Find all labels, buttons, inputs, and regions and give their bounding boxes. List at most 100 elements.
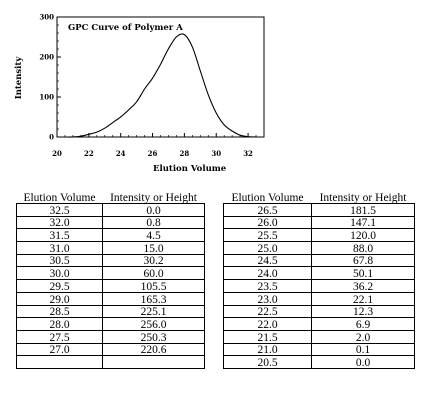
cell-elution-volume: 32.5 <box>16 203 103 217</box>
cell-elution-volume: 22.5 <box>223 305 312 319</box>
column-gap <box>205 254 224 267</box>
table-row: 32.5 0.0 26.5 181.5 <box>16 203 415 217</box>
x-tick-label: 30 <box>211 149 221 158</box>
header-intensity-1: Intensity or Height <box>102 190 205 204</box>
cell-elution-volume: 32.0 <box>16 216 103 230</box>
cell-intensity: 225.1 <box>102 305 205 319</box>
table-row: 20.5 0.0 <box>16 355 415 369</box>
column-gap <box>205 204 224 217</box>
cell-intensity: 120.0 <box>311 228 415 243</box>
cell-intensity: 105.5 <box>102 279 205 293</box>
table-row: 30.5 30.2 24.5 67.8 <box>16 254 415 268</box>
y-tick-label: 100 <box>39 93 54 102</box>
cell-elution-volume: 29.5 <box>16 279 103 293</box>
header-intensity-2: Intensity or Height <box>311 190 415 204</box>
chart-title: GPC Curve of Polymer A <box>68 23 183 33</box>
cell-elution-volume: 26.0 <box>223 216 312 230</box>
cell-intensity: 220.6 <box>102 343 205 357</box>
cell-intensity: 0.1 <box>311 343 415 357</box>
table-header-row: Elution Volume Intensity or Height Eluti… <box>16 190 415 204</box>
x-tick-label: 32 <box>243 149 253 158</box>
table-row: 32.0 0.8 26.0 147.1 <box>16 216 415 230</box>
cell-elution-volume: 29.0 <box>16 292 103 306</box>
header-elution-volume-1: Elution Volume <box>16 190 103 204</box>
cell-elution-volume: 31.0 <box>16 241 103 255</box>
plot-frame <box>56 16 265 138</box>
column-gap <box>205 318 224 331</box>
column-gap <box>205 267 224 280</box>
cell-intensity: 0.0 <box>311 355 415 369</box>
cell-elution-volume: 28.0 <box>16 317 103 331</box>
cell-elution-volume: 23.0 <box>223 292 312 306</box>
column-gap <box>205 330 224 343</box>
x-axis-ticks: 20 22 24 26 28 30 32 <box>52 133 257 158</box>
cell-intensity: 4.5 <box>102 228 205 243</box>
column-gap <box>205 292 224 305</box>
cell-intensity: 88.0 <box>311 241 415 255</box>
table-row: 29.5 105.5 23.5 36.2 <box>16 279 415 293</box>
cell-intensity: 6.9 <box>311 317 415 331</box>
cell-intensity: 250.3 <box>102 330 205 344</box>
x-tick-label: 26 <box>148 149 158 158</box>
column-gap <box>205 305 224 318</box>
cell-elution-volume: 26.5 <box>223 203 312 217</box>
gpc-curve-line <box>64 33 257 138</box>
cell-intensity: 60.0 <box>102 266 205 281</box>
cell-elution-volume: 25.5 <box>223 228 312 243</box>
y-tick-label: 300 <box>39 13 54 22</box>
cell-intensity: 67.8 <box>311 254 415 268</box>
table-row: 28.5 225.1 22.5 12.3 <box>16 305 415 319</box>
y-tick-label: 0 <box>49 133 54 142</box>
table-row: 27.5 250.3 21.5 2.0 <box>16 330 415 344</box>
data-table: Elution Volume Intensity or Height Eluti… <box>16 190 415 369</box>
cell-intensity: 30.2 <box>102 254 205 268</box>
header-elution-volume-2: Elution Volume <box>223 190 312 204</box>
table-row: 31.0 15.0 25.0 88.0 <box>16 241 415 255</box>
x-axis-title: Elution Volume <box>153 164 227 174</box>
cell-intensity <box>102 355 205 369</box>
cell-elution-volume: 30.0 <box>16 266 103 281</box>
column-gap <box>205 356 224 369</box>
x-tick-label: 22 <box>84 149 94 158</box>
cell-elution-volume: 22.0 <box>223 317 312 331</box>
y-axis-ticks: 0 100 200 300 <box>39 13 61 142</box>
gpc-chart: 0 100 200 300 20 22 24 26 28 30 32 GPC Curve of P… <box>14 13 265 174</box>
cell-intensity: 165.3 <box>102 292 205 306</box>
column-gap <box>205 242 224 255</box>
cell-elution-volume: 24.5 <box>223 254 312 268</box>
cell-intensity: 0.8 <box>102 216 205 230</box>
table-row: 31.5 4.5 25.5 120.0 <box>16 228 415 243</box>
cell-elution-volume: 21.0 <box>223 343 312 357</box>
cell-elution-volume: 25.0 <box>223 241 312 255</box>
cell-elution-volume: 23.5 <box>223 279 312 293</box>
cell-intensity: 15.0 <box>102 241 205 255</box>
cell-elution-volume: 27.0 <box>16 343 103 357</box>
cell-intensity: 36.2 <box>311 279 415 293</box>
cell-intensity: 0.0 <box>102 203 205 217</box>
x-tick-label: 24 <box>116 149 126 158</box>
cell-intensity: 2.0 <box>311 330 415 344</box>
column-gap <box>205 280 224 293</box>
cell-intensity: 12.3 <box>311 305 415 319</box>
cell-intensity: 147.1 <box>311 216 415 230</box>
cell-intensity: 22.1 <box>311 292 415 306</box>
cell-elution-volume: 20.5 <box>223 355 312 369</box>
cell-elution-volume: 21.5 <box>223 330 312 344</box>
cell-elution-volume: 31.5 <box>16 228 103 243</box>
cell-elution-volume <box>16 355 103 369</box>
cell-elution-volume: 27.5 <box>16 330 103 344</box>
column-gap <box>205 216 224 229</box>
y-axis-title: Intensity <box>14 56 24 100</box>
column-gap <box>205 190 224 204</box>
table-row: 28.0 256.0 22.0 6.9 <box>16 317 415 331</box>
table-row: 29.0 165.3 23.0 22.1 <box>16 292 415 306</box>
column-gap <box>205 229 224 242</box>
cell-intensity: 256.0 <box>102 317 205 331</box>
cell-intensity: 181.5 <box>311 203 415 217</box>
column-gap <box>205 343 224 356</box>
cell-elution-volume: 24.0 <box>223 266 312 281</box>
table-row: 27.0 220.6 21.0 0.1 <box>16 343 415 357</box>
x-tick-label: 20 <box>52 149 62 158</box>
cell-elution-volume: 28.5 <box>16 305 103 319</box>
table-row: 30.0 60.0 24.0 50.1 <box>16 266 415 281</box>
